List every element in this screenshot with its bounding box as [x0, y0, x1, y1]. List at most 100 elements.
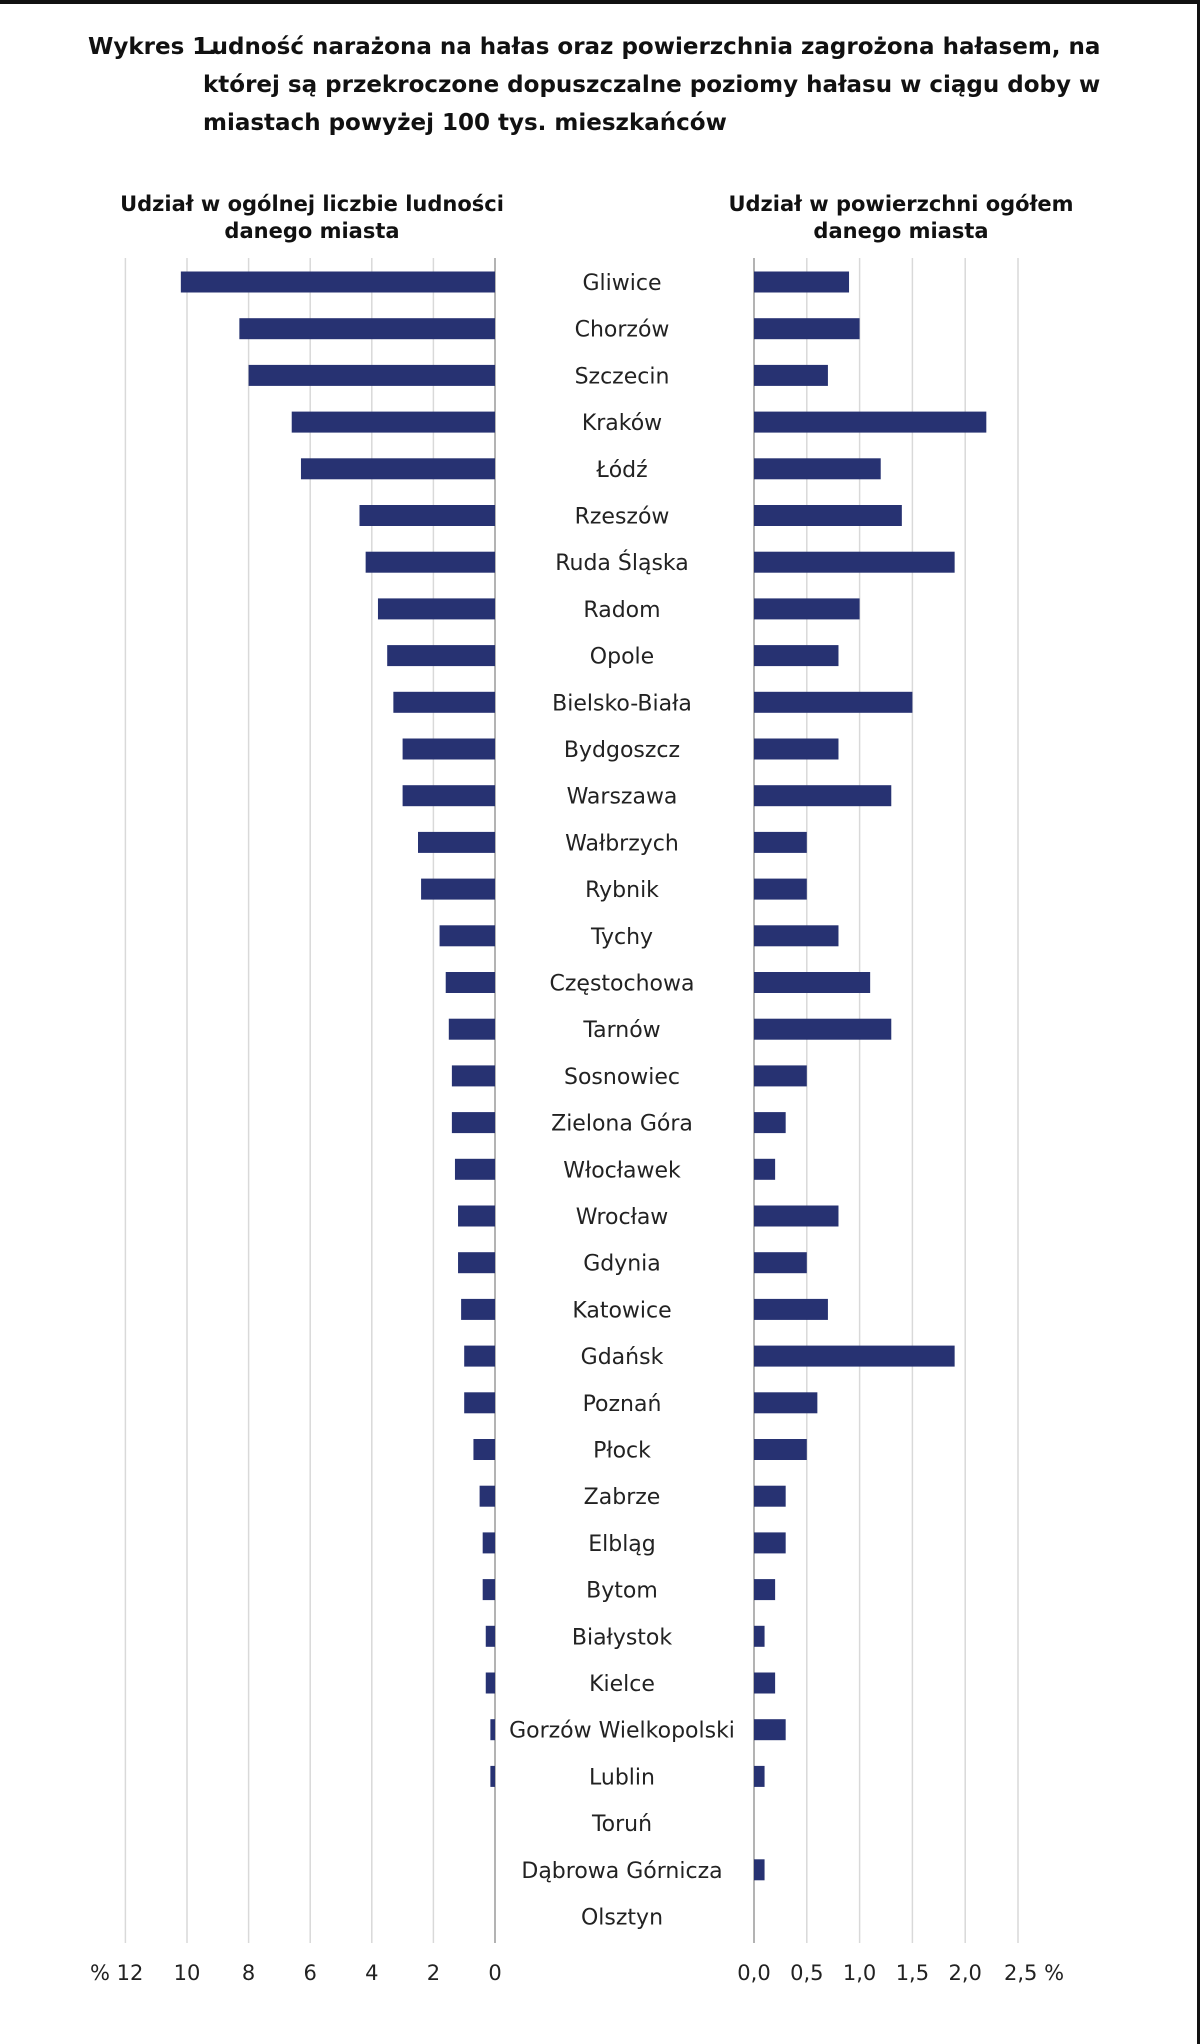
city-label: Szczecin	[575, 364, 670, 389]
left-bar	[458, 1205, 495, 1227]
right-bar	[754, 1719, 786, 1741]
city-label: Lublin	[589, 1765, 655, 1790]
left-tick-label: 0	[488, 1961, 501, 1985]
city-label: Rzeszów	[575, 505, 670, 530]
left-bar	[393, 691, 495, 713]
left-bar	[464, 1345, 495, 1367]
left-bar	[421, 878, 495, 900]
left-bar	[365, 551, 495, 573]
left-bar	[458, 1252, 495, 1274]
right-bar	[754, 1625, 765, 1647]
city-label: Gdańsk	[581, 1345, 664, 1370]
right-panel-title-line-1: Udział w powierzchni ogółem	[728, 192, 1073, 216]
right-bar	[754, 1579, 776, 1601]
right-tick-label: 1,5	[896, 1961, 929, 1985]
top-border	[0, 0, 1200, 4]
left-bar	[445, 972, 495, 993]
left-panel-title-line-2: danego miasta	[224, 219, 399, 243]
city-label: Łódź	[595, 458, 647, 483]
city-label: Kielce	[589, 1672, 655, 1697]
chart-title-label: Wykres 1.	[88, 34, 218, 60]
city-label: Radom	[583, 598, 660, 623]
left-bar	[451, 1065, 495, 1087]
right-tick-label: 2,0	[948, 1961, 981, 1985]
left-bar	[439, 925, 495, 947]
city-label: Poznań	[583, 1392, 662, 1417]
city-label: Wałbrzych	[565, 831, 679, 856]
right-border	[1197, 0, 1200, 2044]
left-tick-label: 8	[242, 1961, 255, 1985]
left-bar	[180, 271, 495, 293]
right-bar	[754, 645, 839, 667]
right-bar	[754, 1112, 786, 1134]
city-label: Kraków	[582, 411, 662, 436]
right-bar	[754, 1532, 786, 1554]
left-bar	[473, 1439, 495, 1460]
right-bars	[754, 271, 987, 1881]
city-label: Opole	[590, 645, 654, 670]
right-bar	[754, 1298, 828, 1320]
left-tick-label: 6	[304, 1961, 317, 1985]
right-gridlines	[753, 258, 1019, 1943]
right-bar	[754, 925, 839, 947]
right-bar	[754, 318, 860, 340]
city-label: Tychy	[590, 925, 653, 950]
city-label: Elbląg	[588, 1532, 656, 1557]
left-panel-title-line-1: Udział w ogólnej liczbie ludności	[120, 192, 504, 216]
left-tick-labels: % 12 10 8 6 4 2 0	[90, 1961, 502, 1985]
left-bars	[180, 271, 495, 1787]
left-bar	[418, 831, 495, 853]
right-bar	[754, 1018, 892, 1040]
right-tick-label: 0,0	[737, 1961, 770, 1985]
left-bar	[402, 738, 495, 760]
left-bar	[291, 411, 495, 433]
city-label: Białystok	[572, 1625, 673, 1650]
right-bar	[754, 831, 807, 853]
right-bar	[754, 598, 860, 620]
city-label: Ruda Śląska	[555, 550, 689, 576]
city-label: Toruń	[591, 1812, 652, 1837]
left-bar	[454, 1158, 495, 1180]
right-tick-label: 0,5	[790, 1961, 823, 1985]
left-bar	[402, 785, 495, 807]
city-label: Gorzów Wielkopolski	[509, 1719, 735, 1744]
left-bar	[451, 1112, 495, 1134]
left-bar	[482, 1579, 495, 1601]
right-bar	[754, 972, 871, 993]
left-bar	[490, 1719, 495, 1741]
left-bar	[485, 1625, 495, 1647]
right-bar	[754, 878, 807, 900]
left-bar	[387, 645, 495, 667]
right-bar	[754, 1859, 765, 1881]
city-label: Sosnowiec	[564, 1065, 680, 1090]
left-bar	[448, 1018, 495, 1040]
chart-title: Ludność narażona na hałas oraz powierzch…	[197, 34, 1101, 136]
right-bar	[754, 1158, 776, 1180]
left-bar	[479, 1485, 495, 1507]
right-panel-title-line-2: danego miasta	[813, 219, 988, 243]
right-bar	[754, 691, 913, 713]
right-bar	[754, 271, 850, 293]
left-bar	[359, 505, 495, 526]
city-label: Bydgoszcz	[564, 738, 680, 763]
right-bar	[754, 458, 881, 480]
left-tick-label: 10	[174, 1961, 201, 1985]
left-bar	[239, 318, 495, 340]
right-bar	[754, 1205, 839, 1227]
city-labels: Gliwice Chorzów Szczecin Kraków Łódź Rzeszów R…	[509, 271, 735, 1931]
city-label: Bytom	[586, 1579, 658, 1604]
right-bar	[754, 1765, 765, 1787]
city-label: Gliwice	[582, 271, 661, 296]
right-tick-labels: 0,0 0,5 1,0 1,5 2,0 2,5 %	[737, 1961, 1064, 1985]
right-bar	[754, 1672, 776, 1694]
right-bar	[754, 1345, 955, 1367]
right-bar	[754, 785, 892, 807]
right-bar	[754, 505, 902, 526]
left-bar	[377, 598, 495, 620]
left-bar	[482, 1532, 495, 1554]
left-tick-label: % 12	[90, 1961, 143, 1985]
left-bar	[464, 1392, 495, 1414]
right-bar	[754, 738, 839, 760]
city-label: Warszawa	[567, 785, 678, 810]
